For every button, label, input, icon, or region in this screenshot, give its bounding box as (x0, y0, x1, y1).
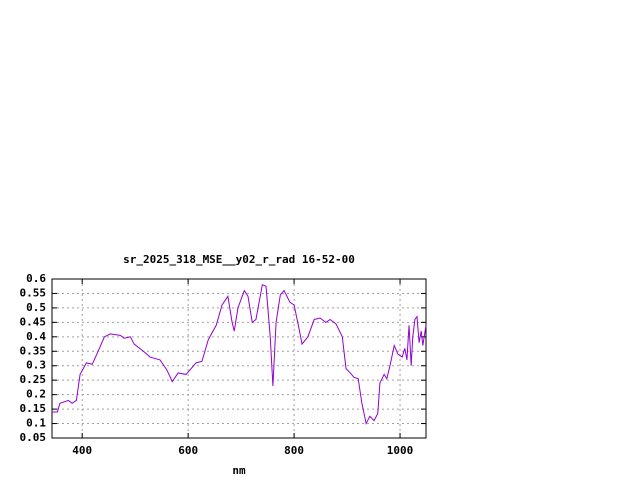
x-tick-label: 400 (72, 444, 92, 457)
chart-title: sr_2025_318_MSE__y02_r_rad 16-52-00 (123, 253, 355, 266)
x-tick-label: 800 (284, 444, 304, 457)
y-tick-label: 0.2 (26, 388, 46, 401)
y-tick-label: 0.55 (20, 286, 47, 299)
y-tick-label: 0.25 (20, 373, 47, 386)
y-tick-label: 0.3 (26, 359, 46, 372)
y-tick-label: 0.5 (26, 301, 46, 314)
y-tick-label: 0.15 (20, 402, 47, 415)
y-tick-label: 0.6 (26, 272, 46, 285)
x-tick-label: 1000 (387, 444, 414, 457)
data-line (52, 284, 427, 426)
y-tick-label: 0.05 (20, 431, 47, 444)
plot-border (51, 278, 427, 439)
y-tick-label: 0.1 (26, 417, 46, 430)
y-tick-label: 0.35 (20, 344, 47, 357)
y-tick-label: 0.45 (20, 315, 47, 328)
y-tick-label: 0.4 (26, 330, 46, 343)
x-axis-label: nm (232, 464, 246, 477)
x-tick-label: 600 (178, 444, 198, 457)
